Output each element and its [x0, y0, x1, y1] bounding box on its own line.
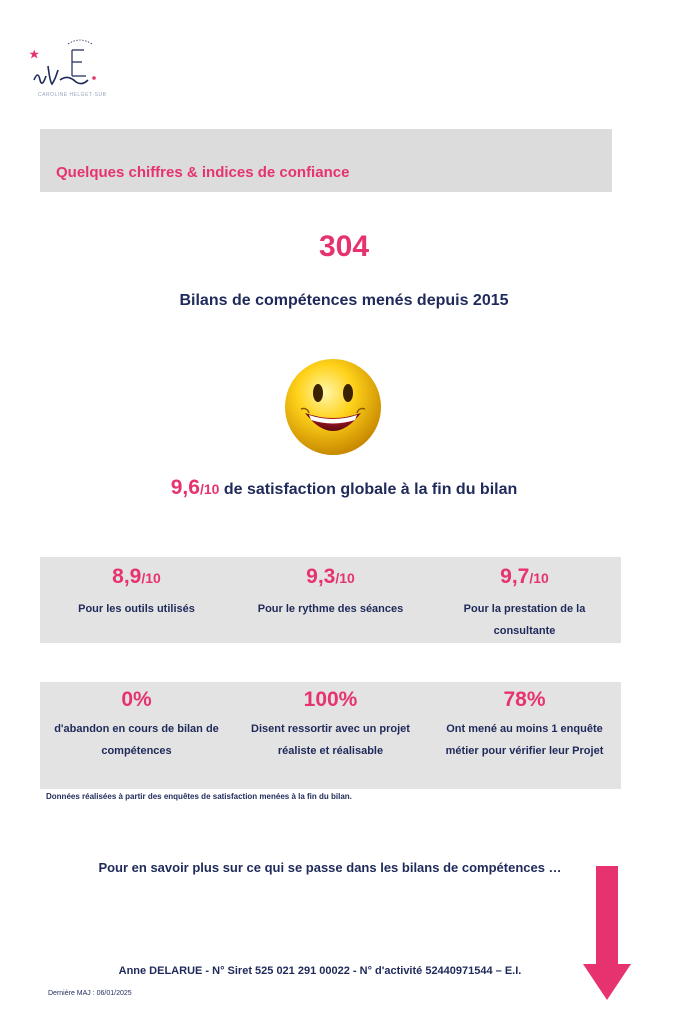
- bilan-count: 304: [318, 230, 370, 263]
- ratings-panel: 8,9/10 Pour les outils utilisés 9,3/10 P…: [40, 557, 621, 643]
- outcome-abandon: 0% d'abandon en cours de bilan de compét…: [40, 682, 233, 762]
- rating-value: 8,9: [112, 565, 142, 588]
- outcome-label: d'abandon en cours de bilan de compétenc…: [54, 723, 219, 757]
- arrow-down-icon: [583, 866, 631, 1000]
- data-source-note: Données réalisées à partir des enquêtes …: [46, 792, 352, 801]
- satisfaction-score: 9,6: [170, 476, 200, 499]
- section-title: Quelques chiffres & indices de confiance: [56, 164, 350, 181]
- footer-identity: Anne DELARUE - N° Siret 525 021 291 0002…: [118, 965, 522, 977]
- last-update: Dernière MAJ : 06/01/2025: [48, 990, 132, 997]
- rating-consultant: 9,7/10 Pour la prestation de la consulta…: [428, 557, 621, 642]
- outcome-label: Ont mené au moins 1 enquête métier pour …: [445, 723, 604, 757]
- outcome-label: Disent ressortir avec un projet réaliste…: [251, 723, 410, 757]
- satisfaction-denominator: /10: [199, 481, 220, 497]
- outcome-value: 78%: [503, 688, 546, 711]
- outcomes-panel: 0% d'abandon en cours de bilan de compét…: [40, 682, 621, 789]
- rating-value: 9,7: [500, 565, 530, 588]
- bilan-count-label: Bilans de compétences menés depuis 2015: [179, 292, 509, 309]
- rating-label: Pour la prestation de la consultante: [463, 603, 586, 637]
- rating-label: Pour le rythme des séances: [257, 603, 404, 615]
- rating-denominator: /10: [335, 570, 355, 586]
- outcome-value: 100%: [303, 688, 358, 711]
- outcome-job-survey: 78% Ont mené au moins 1 enquête métier p…: [428, 682, 621, 762]
- brand-logo: [29, 39, 96, 86]
- rating-denominator: /10: [141, 570, 161, 586]
- smiley-face-icon: [285, 359, 381, 455]
- section-banner: Quelques chiffres & indices de confiance: [40, 129, 612, 192]
- outcome-value: 0%: [121, 688, 152, 711]
- more-info-text: Pour en savoir plus sur ce qui se passe …: [98, 860, 562, 875]
- satisfaction-label: de satisfaction globale à la fin du bila…: [219, 481, 518, 498]
- rating-value: 9,3: [306, 565, 336, 588]
- overall-satisfaction: 9,6/10 de satisfaction globale à la fin …: [0, 476, 688, 500]
- logo-caption: CAROLINE HELGET·SUB: [38, 92, 107, 98]
- rating-rhythm: 9,3/10 Pour le rythme des séances: [234, 557, 427, 620]
- rating-tools: 8,9/10 Pour les outils utilisés: [40, 557, 233, 620]
- rating-denominator: /10: [529, 570, 549, 586]
- outcome-realistic-project: 100% Disent ressortir avec un projet réa…: [234, 682, 427, 762]
- rating-label: Pour les outils utilisés: [78, 603, 195, 615]
